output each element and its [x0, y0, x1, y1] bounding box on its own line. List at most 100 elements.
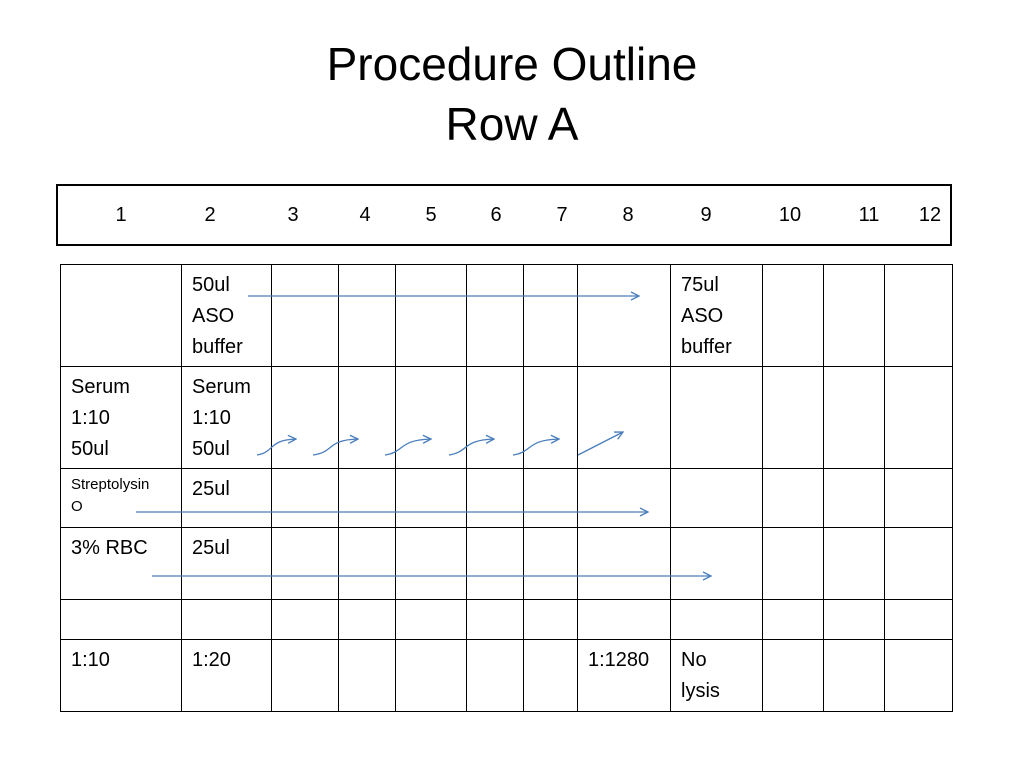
table-cell	[884, 468, 953, 528]
table-cell	[823, 366, 885, 469]
well-number: 9	[700, 204, 712, 226]
table-row: Streptolysin O 25ul	[60, 468, 953, 528]
table-cell	[466, 366, 524, 469]
cell-text: 50ul	[71, 438, 109, 460]
table-cell	[338, 366, 396, 469]
table-row: 3% RBC 25ul	[60, 527, 953, 600]
table-cell	[523, 527, 578, 600]
cell-text: Serum	[192, 376, 251, 398]
table-cell	[762, 468, 824, 528]
table-cell: Serum 1:10 50ul	[181, 366, 272, 469]
table-cell: Streptolysin O	[60, 468, 182, 528]
table-cell	[395, 639, 467, 712]
table-cell	[181, 599, 272, 640]
table-cell	[884, 599, 953, 640]
table-cell	[884, 264, 953, 367]
table-cell	[338, 527, 396, 600]
cell-text: ASO	[681, 305, 724, 327]
cell-text: 50ul	[192, 438, 230, 460]
cell-text: 3% RBC	[71, 537, 148, 559]
table-cell	[523, 366, 578, 469]
table-cell	[762, 639, 824, 712]
table-cell: 25ul	[181, 527, 272, 600]
table-cell	[823, 527, 885, 600]
table-cell	[762, 527, 824, 600]
table-cell	[395, 527, 467, 600]
title: Procedure Outline Row A	[0, 34, 1024, 154]
well-number: 12	[918, 204, 942, 226]
table-cell	[395, 366, 467, 469]
cell-text: 25ul	[192, 478, 230, 500]
cell-text: O	[71, 498, 83, 515]
table-cell: 3% RBC	[60, 527, 182, 600]
well-number: 7	[556, 204, 568, 226]
table-row	[60, 599, 953, 640]
table-cell: 75ul ASO buffer	[670, 264, 763, 367]
table-cell	[338, 468, 396, 528]
table-cell	[60, 599, 182, 640]
table-cell	[395, 468, 467, 528]
table-cell: 1:1280	[577, 639, 671, 712]
well-number: 1	[115, 204, 127, 226]
cell-text: 75ul	[681, 274, 719, 296]
table-cell	[762, 366, 824, 469]
cell-text: 1:20	[192, 649, 231, 671]
table-cell	[823, 639, 885, 712]
cell-text: lysis	[681, 680, 720, 702]
cell-text: 25ul	[192, 537, 230, 559]
table-cell	[670, 527, 763, 600]
cell-text: buffer	[681, 336, 732, 358]
title-line: Row A	[445, 98, 579, 150]
table-cell	[338, 599, 396, 640]
table-cell	[466, 264, 524, 367]
table-cell	[271, 599, 339, 640]
table-row: 1:10 1:20 1:1280 No lysis	[60, 639, 953, 712]
table-cell: Serum 1:10 50ul	[60, 366, 182, 469]
table-cell	[338, 639, 396, 712]
table-cell	[523, 468, 578, 528]
table-cell	[271, 527, 339, 600]
table-cell	[466, 527, 524, 600]
table-cell	[271, 639, 339, 712]
table-cell	[884, 639, 953, 712]
well-number: 3	[287, 204, 299, 226]
table-cell	[395, 599, 467, 640]
table-cell	[466, 599, 524, 640]
procedure-table: 50ul ASO buffer 75ul ASO buffer Serum 1:10 50ul S…	[60, 264, 953, 712]
table-cell	[271, 264, 339, 367]
table-cell: 1:20	[181, 639, 272, 712]
table-cell	[823, 264, 885, 367]
table-cell	[670, 468, 763, 528]
table-cell	[523, 599, 578, 640]
table-cell	[577, 527, 671, 600]
table-cell: 50ul ASO buffer	[181, 264, 272, 367]
table-cell	[577, 599, 671, 640]
title-line: Procedure Outline	[326, 38, 698, 90]
table-cell	[670, 599, 763, 640]
well-number: 8	[622, 204, 634, 226]
table-cell	[884, 527, 953, 600]
table-cell	[523, 639, 578, 712]
table-cell	[823, 468, 885, 528]
table-cell	[60, 264, 182, 367]
table-cell	[523, 264, 578, 367]
cell-text: 1:10	[192, 407, 231, 429]
table-cell	[395, 264, 467, 367]
cell-text: 1:10	[71, 407, 110, 429]
table-cell	[271, 366, 339, 469]
well-number: 5	[425, 204, 437, 226]
well-number: 4	[359, 204, 371, 226]
cell-text: buffer	[192, 336, 243, 358]
table-cell	[466, 468, 524, 528]
table-cell	[762, 264, 824, 367]
cell-text: 50ul	[192, 274, 230, 296]
table-cell	[670, 366, 763, 469]
table-cell	[271, 468, 339, 528]
well-number: 11	[858, 204, 880, 226]
table-cell: 1:10	[60, 639, 182, 712]
cell-text: No	[681, 649, 707, 671]
table-cell	[884, 366, 953, 469]
well-number: 10	[778, 204, 802, 226]
table-cell	[338, 264, 396, 367]
